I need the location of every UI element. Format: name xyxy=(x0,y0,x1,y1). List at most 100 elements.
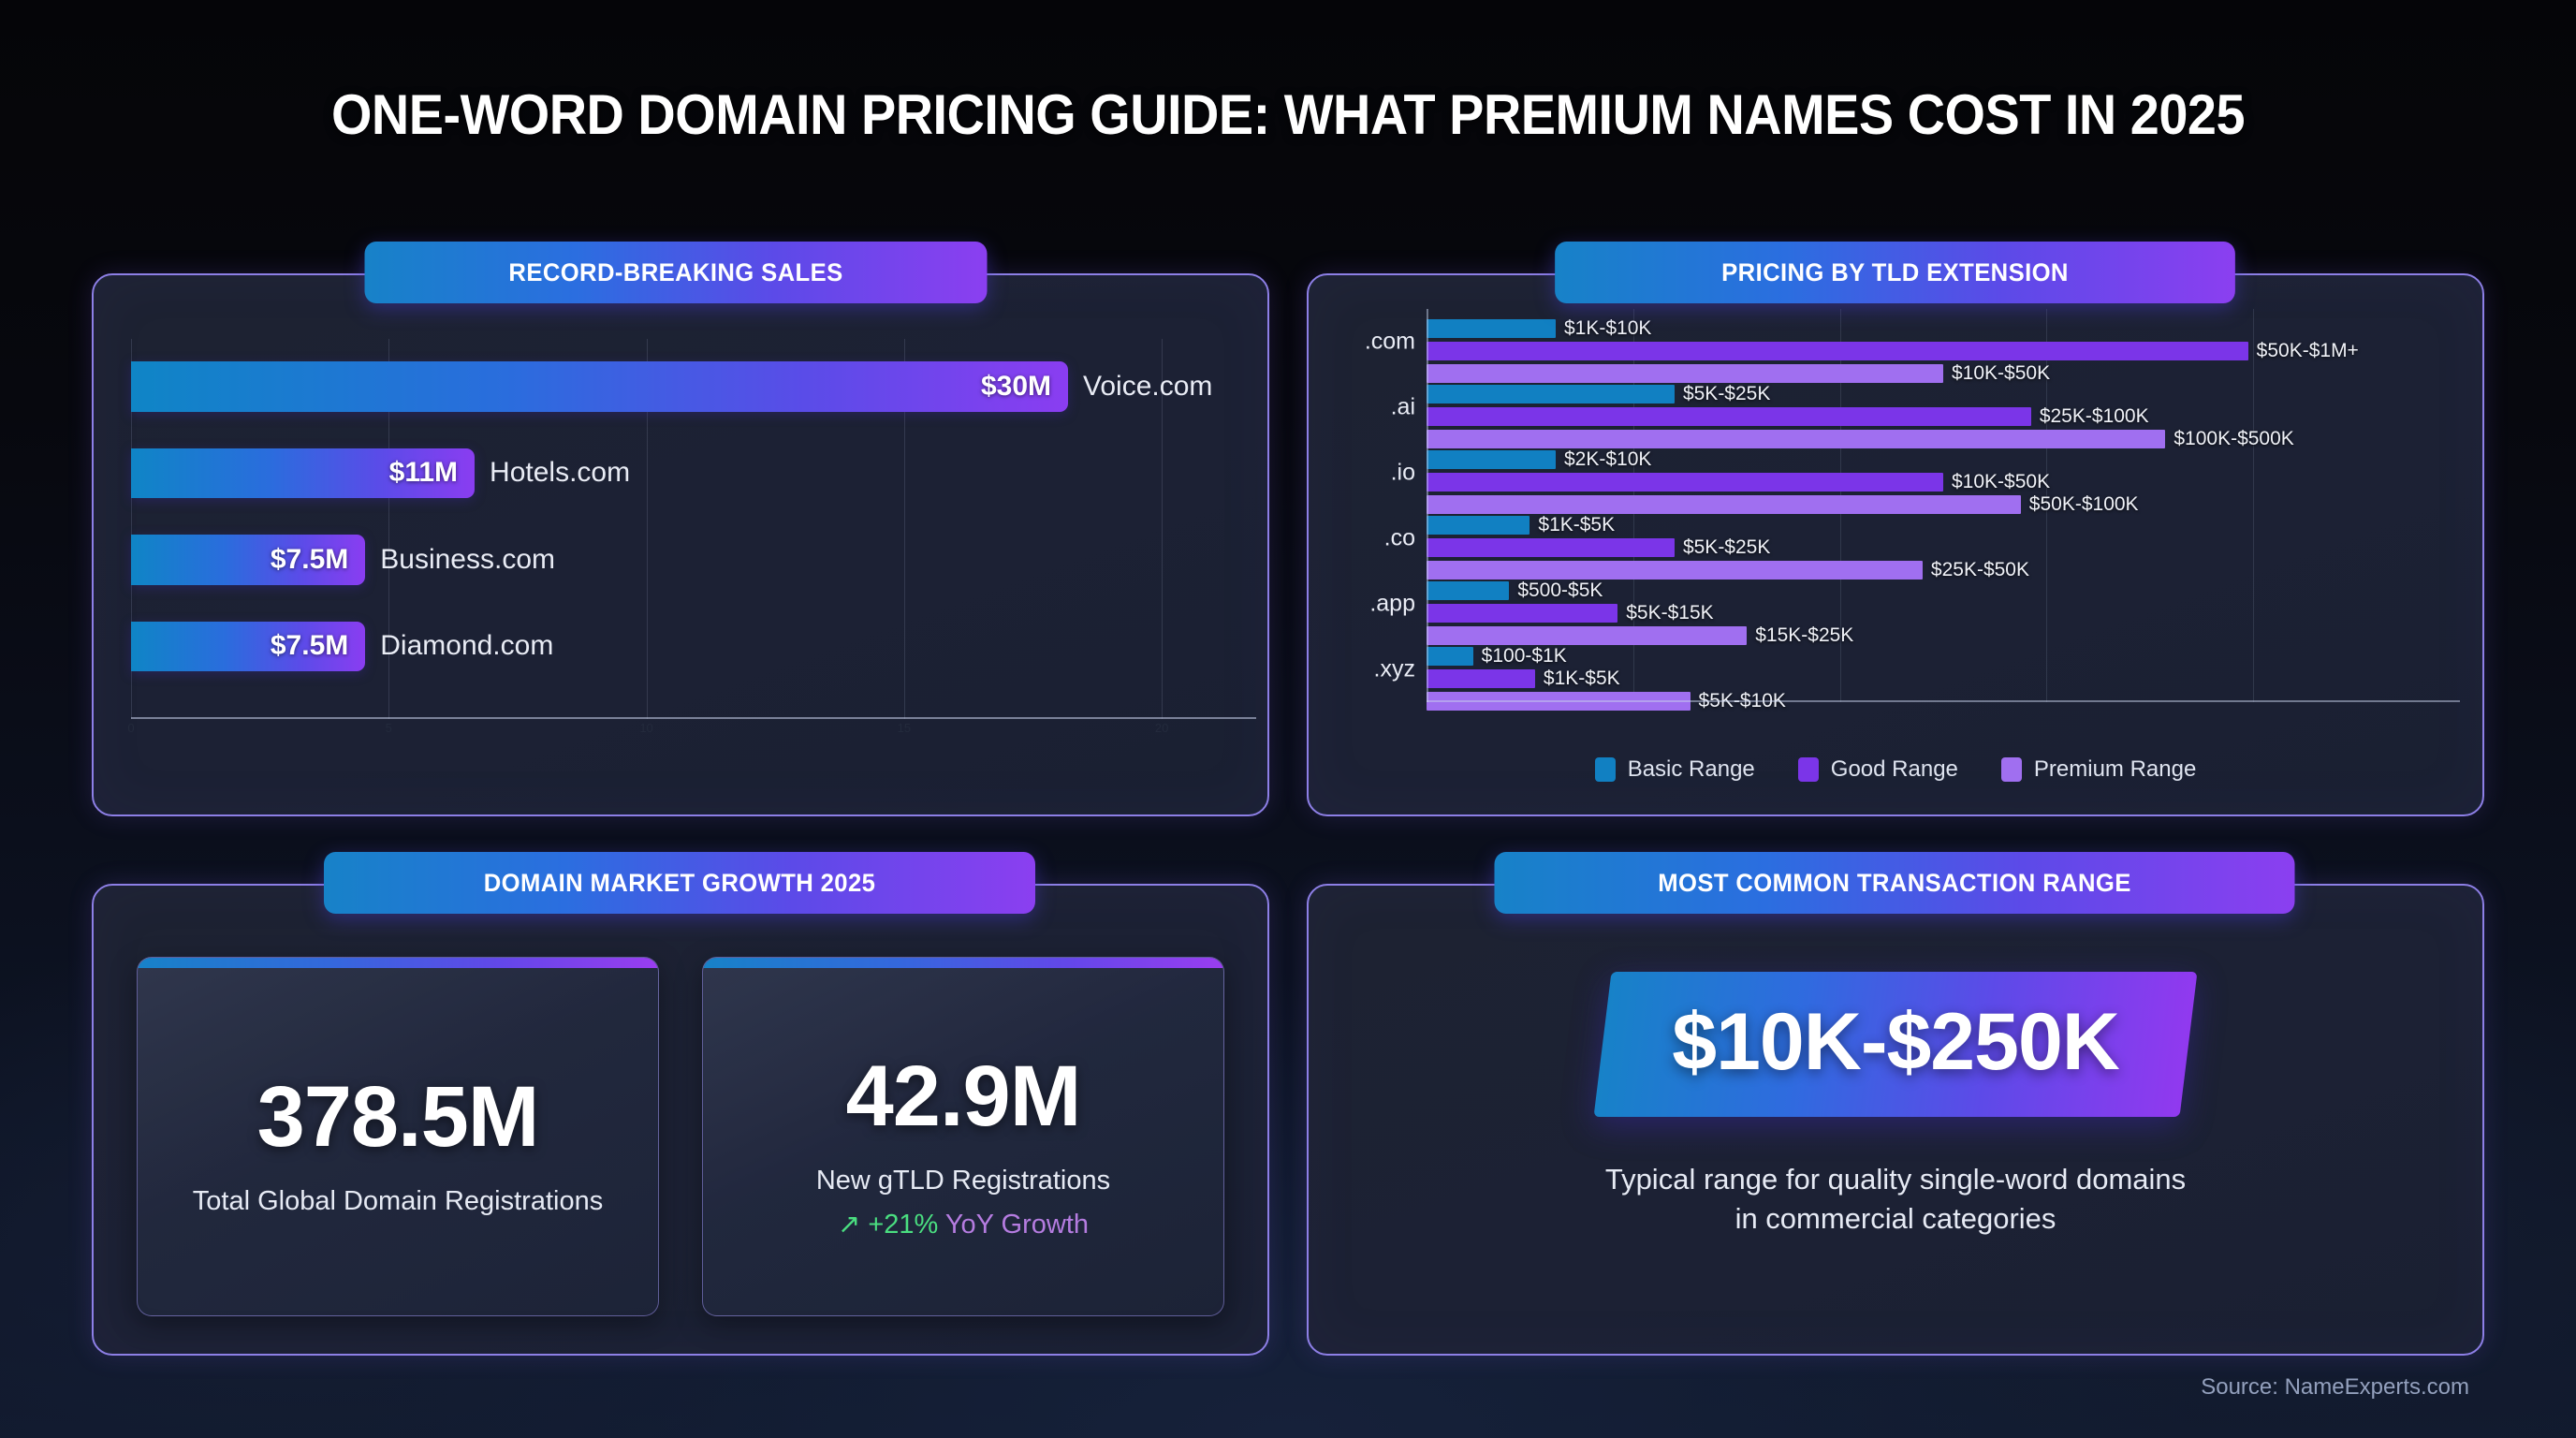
growth-stat-card: 378.5M Total Global Domain Registrations xyxy=(137,957,659,1316)
badge-most-common-transaction-range: MOST COMMON TRANSACTION RANGE xyxy=(1494,852,2295,914)
tld-bar[interactable]: $50K-$100K xyxy=(1427,493,2139,515)
panel-pricing-by-tld: .com .ai .io .co .app .xyz $1K-$10K $50K-$1M+ $… xyxy=(1307,273,2484,816)
transaction-range-banner: $10K-$250K xyxy=(1593,972,2198,1117)
sales-bar-label: Voice.com xyxy=(1083,370,1213,402)
tld-bar-label: $25K-$100K xyxy=(2039,405,2149,428)
tld-legend-swatch xyxy=(1797,757,1819,782)
sales-x-tick: 20 xyxy=(1154,721,1169,735)
tld-bar[interactable]: $1K-$5K xyxy=(1427,514,1615,536)
transaction-description-line2: in commercial categories xyxy=(1734,1202,2056,1236)
tld-bar[interactable]: $100-$1K xyxy=(1427,645,1567,667)
tld-bar-label: $15K-$25K xyxy=(1755,624,1854,647)
tld-legend: Basic Range Good Range Premium Range xyxy=(1309,756,2482,783)
sales-bar-rows: $30M Voice.com $11M Hotels.com $7.5M Business… xyxy=(131,350,1239,697)
growth-stat-label: New gTLD Registrations xyxy=(815,1165,1111,1196)
tld-bar-label: $1K-$10K xyxy=(1564,317,1652,340)
sales-bar-row: $7.5M Diamond.com xyxy=(131,621,1239,672)
tld-legend-item[interactable]: Basic Range xyxy=(1594,756,1755,783)
tld-y-axis xyxy=(1427,309,1428,702)
tld-bar[interactable]: $5K-$25K xyxy=(1427,536,1770,558)
sales-bar[interactable]: $11M xyxy=(131,448,476,499)
tld-bar[interactable]: $5K-$15K xyxy=(1427,602,1714,624)
sales-bar[interactable]: $7.5M xyxy=(131,621,366,672)
tld-legend-label: Basic Range xyxy=(1627,756,1755,782)
tld-legend-item[interactable]: Good Range xyxy=(1797,756,1958,783)
tld-bar[interactable]: $25K-$100K xyxy=(1427,405,2149,427)
tld-bar[interactable]: $10K-$50K xyxy=(1427,362,2050,384)
sales-gridline xyxy=(131,339,132,719)
tld-bar-label: $50K-$1M+ xyxy=(2256,340,2359,362)
sales-bar-value: $7.5M xyxy=(270,543,349,575)
tld-category-label: .com xyxy=(1364,328,1415,355)
tld-bar-label: $100-$1K xyxy=(1481,645,1567,668)
tld-category-label: .io xyxy=(1390,459,1415,486)
tld-bar-label: $5K-$25K xyxy=(1682,383,1771,405)
transaction-description-line1: Typical range for quality single-word do… xyxy=(1604,1163,2187,1196)
sales-bar-label: Diamond.com xyxy=(380,630,554,662)
sales-x-tick: 0 xyxy=(127,721,135,735)
tld-bar-label: $500-$5K xyxy=(1517,580,1603,602)
sales-bar-label: Hotels.com xyxy=(490,457,631,489)
tld-bar[interactable]: $5K-$25K xyxy=(1427,383,1770,404)
sales-x-tick: 15 xyxy=(897,721,912,735)
growth-yoy-label: YoY Growth xyxy=(944,1210,1090,1240)
transaction-content: $10K-$250K Typical range for quality sin… xyxy=(1309,972,2482,1239)
source-attribution: Source: NameExperts.com xyxy=(2201,1374,2469,1400)
transaction-description: Typical range for quality single-word do… xyxy=(1605,1160,2186,1239)
tld-bar-label: $25K-$50K xyxy=(1930,559,2029,581)
sales-gridline xyxy=(388,339,390,719)
tld-bar-label: $1K-$5K xyxy=(1543,668,1620,690)
sales-gridline xyxy=(1162,339,1164,719)
growth-stat-value: 378.5M xyxy=(256,1069,540,1166)
tld-bar-label: $1K-$5K xyxy=(1538,514,1616,536)
growth-stat-label: Total Global Domain Registrations xyxy=(192,1186,604,1217)
growth-stat-sub: ↗ +21% YoY Growth xyxy=(838,1208,1089,1240)
tld-bar[interactable]: $15K-$25K xyxy=(1427,624,1853,646)
panel-most-common-transaction-range: $10K-$250K Typical range for quality sin… xyxy=(1307,884,2484,1356)
sales-x-axis xyxy=(131,717,1256,719)
transaction-range-value: $10K-$250K xyxy=(1672,997,2120,1087)
badge-record-breaking-sales: RECORD-BREAKING SALES xyxy=(364,242,988,303)
sales-bar[interactable]: $30M xyxy=(131,361,1069,412)
tld-bar-label: $50K-$100K xyxy=(2028,493,2139,516)
growth-percent: +21% xyxy=(860,1210,945,1240)
sales-bar-row: $30M Voice.com xyxy=(131,361,1239,412)
sales-gridlines xyxy=(131,339,1239,745)
tld-bar-label: $5K-$25K xyxy=(1682,536,1771,559)
growth-stat-cards: 378.5M Total Global Domain Registrations 4… xyxy=(137,957,1224,1316)
tld-bar[interactable]: $500-$5K xyxy=(1427,580,1603,601)
sales-x-tick: 5 xyxy=(385,721,392,735)
sales-bar-row: $11M Hotels.com xyxy=(131,448,1239,499)
sales-bar[interactable]: $7.5M xyxy=(131,535,366,585)
tld-bar[interactable]: $50K-$1M+ xyxy=(1427,340,2359,361)
tld-bar[interactable]: $1K-$5K xyxy=(1427,668,1620,689)
growth-stat-card: 42.9M New gTLD Registrations ↗ +21% YoY Gr… xyxy=(702,957,1224,1316)
tld-bar-label: $10K-$50K xyxy=(1952,471,2051,493)
tld-legend-label: Good Range xyxy=(1830,756,1958,782)
tld-legend-swatch xyxy=(1594,757,1616,782)
tld-category-label: .app xyxy=(1369,590,1415,617)
tld-bar-label: $5K-$15K xyxy=(1626,602,1714,624)
growth-stat-value: 42.9M xyxy=(845,1048,1082,1144)
tld-gridline xyxy=(2046,309,2048,702)
tld-category-label: .xyz xyxy=(1373,655,1415,682)
sales-gridline xyxy=(903,339,905,719)
panel-record-breaking-sales: $30M Voice.com $11M Hotels.com $7.5M Business… xyxy=(92,273,1269,816)
tld-bar[interactable]: $100K-$500K xyxy=(1427,428,2294,449)
tld-chart: .com .ai .io .co .app .xyz $1K-$10K $50K-$1M+ $… xyxy=(1337,309,2460,725)
tld-plot-area: $1K-$10K $50K-$1M+ $10K-$50K $5K-$25K $25K-$… xyxy=(1427,309,2460,712)
panel-domain-market-growth: 378.5M Total Global Domain Registrations 4… xyxy=(92,884,1269,1356)
tld-bar[interactable]: $10K-$50K xyxy=(1427,471,2050,492)
tld-legend-item[interactable]: Premium Range xyxy=(2000,756,2196,783)
tld-bar[interactable]: $25K-$50K xyxy=(1427,559,2029,580)
tld-category-labels: .com .ai .io .co .app .xyz xyxy=(1337,309,1423,702)
tld-legend-swatch xyxy=(2000,757,2022,782)
sales-bar-value: $30M xyxy=(980,370,1052,402)
badge-domain-market-growth: DOMAIN MARKET GROWTH 2025 xyxy=(324,852,1035,914)
tld-bar-label: $10K-$50K xyxy=(1952,362,2051,385)
tld-category-label: .co xyxy=(1383,524,1415,551)
tld-bar[interactable]: $1K-$10K xyxy=(1427,317,1651,339)
tld-bar[interactable]: $2K-$10K xyxy=(1427,448,1651,470)
sales-x-tick: 10 xyxy=(639,721,653,735)
sales-x-tick-labels: 0 5 10 15 20 xyxy=(127,721,1239,745)
